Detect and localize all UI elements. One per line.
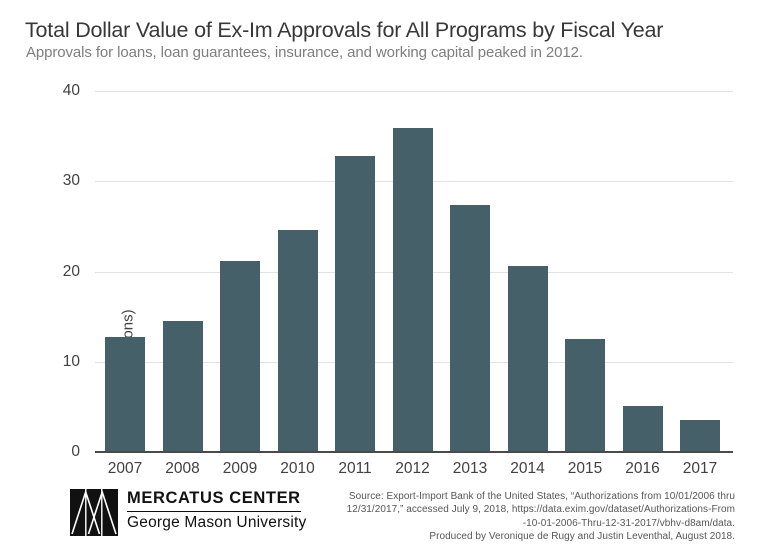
x-tick-label-2013: 2013 [452,460,488,477]
bar-2012 [392,127,433,451]
y-tick-label-40: 40 [62,82,80,99]
bar-2007 [105,337,145,451]
bar-2011 [335,155,375,451]
logo-org-name: MERCATUS CENTER [127,489,301,507]
source-line: -10-01-2006-Thru-12-31-2017/vbhv-d8am/da… [522,517,735,529]
bar-2015 [565,339,605,451]
x-tick-label-2011: 2011 [338,460,372,477]
x-tick-label-2015: 2015 [567,460,603,477]
footer: MERCATUS CENTER George Mason University … [0,487,768,547]
bar-2010 [277,229,318,451]
x-tick-label-2017: 2017 [682,460,718,477]
gridline-40 [95,91,733,92]
source-attribution: Source: Export-Import Bank of the United… [295,490,735,544]
bar-2017 [680,420,720,451]
y-axis-tick-labels: 0 10 20 30 40 [38,82,80,460]
x-tick-label-2010: 2010 [280,460,315,477]
bar-2013 [450,204,490,451]
x-tick-label-2016: 2016 [625,460,660,477]
logo-university-name: George Mason University [127,514,307,531]
source-line: 12/31/2017,” accessed July 9, 2018, http… [346,504,735,516]
x-tick-label-2009: 2009 [222,460,258,477]
chart-title: Total Dollar Value of Ex-Im Approvals fo… [25,18,664,42]
x-tick-label-2008: 2008 [165,460,200,477]
mercatus-logo-text: MERCATUS CENTER George Mason University [127,489,357,532]
mercatus-logo-icon [70,489,118,541]
x-tick-label-2014: 2014 [510,460,545,477]
x-tick-label-2012: 2012 [395,460,430,477]
y-tick-label-20: 20 [62,262,80,280]
y-tick-label-10: 10 [62,352,80,370]
chart-subtitle: Approvals for loans, loan guarantees, in… [26,44,583,61]
bar-2008 [162,321,203,451]
plot-area: dollars (billions) [95,91,733,453]
y-tick-label-30: 30 [62,172,80,190]
source-line: Produced by Veronique de Rugy and Justin… [429,531,735,543]
source-line: Source: Export-Import Bank of the United… [348,491,735,502]
x-tick-label-2007: 2007 [107,460,143,477]
bar-2014 [507,266,548,451]
bar-2009 [220,261,260,451]
bar-2016 [622,405,663,451]
logo-divider [127,511,301,512]
x-axis-baseline [95,451,733,453]
x-axis-tick-labels: 2007 2008 2009 2010 2011 2012 2013 2014 2015 2016… [95,460,733,480]
y-tick-label-0: 0 [71,443,80,460]
